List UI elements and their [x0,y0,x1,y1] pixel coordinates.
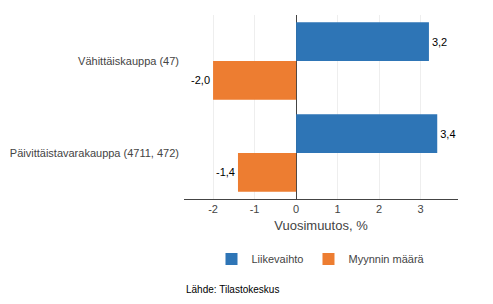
svg-text:Myynnin määrä: Myynnin määrä [348,253,424,265]
svg-text:-1: -1 [250,203,260,215]
svg-text:2: 2 [376,203,382,215]
svg-text:3,4: 3,4 [440,128,455,140]
svg-text:Liikevaihto: Liikevaihto [252,253,304,265]
svg-text:-1,4: -1,4 [216,166,235,178]
svg-text:Päivittäistavarakauppa (4711,: Päivittäistavarakauppa (4711, 472) [10,147,179,159]
svg-text:3,2: 3,2 [432,36,447,48]
svg-text:Vuosimuutos, %: Vuosimuutos, % [274,218,368,233]
svg-text:Lähde: Tilastokeskus: Lähde: Tilastokeskus [186,284,279,295]
svg-text:3: 3 [418,203,424,215]
svg-text:-2,0: -2,0 [191,74,210,86]
svg-text:1: 1 [335,203,341,215]
svg-text:0: 0 [293,203,299,215]
svg-text:-2: -2 [208,203,218,215]
svg-text:Vähittäiskauppa (47): Vähittäiskauppa (47) [78,55,179,67]
